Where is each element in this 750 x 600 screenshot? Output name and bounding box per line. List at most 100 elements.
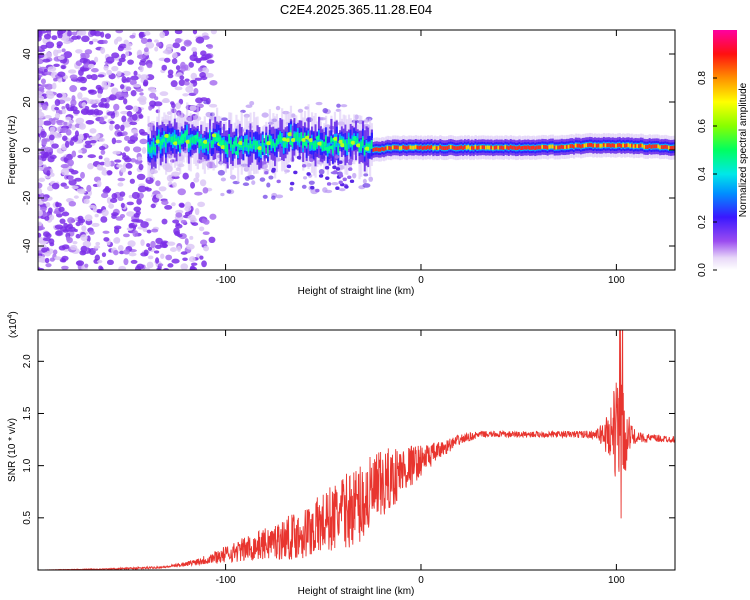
noise-mark (75, 233, 81, 239)
band-mark (321, 140, 324, 151)
noise-mark (81, 35, 90, 43)
noise-mark (106, 259, 114, 266)
noise-mark (275, 194, 284, 199)
band-peak-mark (355, 143, 361, 148)
noise-mark (251, 180, 256, 185)
band-peak-mark (460, 145, 463, 150)
band-mark (344, 140, 347, 150)
noise-mark (121, 76, 127, 84)
band-peak-mark (599, 143, 602, 148)
band-peak-mark (507, 146, 511, 150)
noise-mark (78, 123, 86, 130)
band-mark (306, 172, 311, 176)
band-mark (300, 132, 303, 142)
noise-mark (38, 119, 44, 127)
band-mark (268, 134, 271, 145)
band-mark (347, 175, 352, 180)
noise-mark (69, 85, 78, 93)
band-mark (349, 179, 355, 184)
band-peak-mark (544, 145, 548, 149)
band-peak-mark (390, 146, 393, 151)
band-peak-mark (350, 140, 356, 145)
noise-mark (104, 33, 111, 39)
band-peak-mark (625, 143, 628, 148)
noise-mark (61, 265, 69, 270)
band-peak-mark (551, 144, 555, 149)
noise-mark (70, 99, 77, 107)
noise-mark (205, 72, 214, 78)
noise-mark (112, 150, 121, 155)
noise-mark (117, 182, 124, 187)
noise-mark (63, 51, 73, 59)
noise-mark (53, 249, 58, 255)
band-peak-mark (418, 145, 421, 150)
noise-mark (363, 173, 369, 177)
noise-mark (261, 112, 269, 118)
noise-mark (119, 84, 125, 90)
noise-mark (184, 201, 192, 209)
noise-mark (108, 124, 114, 131)
band-peak-mark (479, 145, 482, 150)
noise-mark (43, 68, 48, 73)
colorbar: 0.0 0.2 0.4 0.6 0.8 Normalized spectral ampl… (697, 30, 749, 277)
noise-mark (49, 257, 55, 262)
noise-mark (184, 238, 189, 246)
noise-mark (126, 211, 135, 217)
noise-mark (93, 99, 101, 104)
band-peak-mark (523, 145, 526, 150)
band-mark (251, 143, 254, 149)
band-peak-mark (414, 145, 417, 149)
band-mark (286, 164, 292, 169)
noise-mark (71, 150, 77, 158)
band-mark (210, 140, 213, 148)
band-mark (261, 139, 264, 147)
noise-mark (188, 82, 194, 89)
band-peak-mark (608, 143, 611, 147)
chart-title: C2E4.2025.365.11.28.E04 (280, 2, 432, 17)
band-peak-mark (218, 141, 224, 146)
band-mark (228, 134, 231, 144)
noise-mark (324, 189, 333, 194)
band-mark (208, 133, 212, 140)
band-peak-mark (439, 144, 442, 149)
noise-mark (113, 237, 121, 244)
noise-mark (179, 203, 185, 208)
noise-mark (101, 80, 107, 88)
noise-mark (57, 30, 67, 34)
band-peak-mark (456, 146, 460, 151)
noise-mark (60, 168, 70, 176)
noise-mark (38, 111, 45, 119)
band-peak-mark (451, 145, 454, 150)
noise-mark (172, 182, 177, 188)
noise-mark (76, 30, 84, 36)
band-peak-mark (513, 145, 516, 150)
noise-mark (108, 203, 115, 209)
noise-mark (103, 187, 112, 193)
noise-mark (163, 57, 171, 63)
noise-mark (123, 146, 131, 152)
noise-mark (110, 197, 118, 203)
noise-mark (123, 98, 128, 105)
band-peak-mark (514, 146, 518, 151)
noise-mark (174, 30, 183, 35)
band-mark (309, 158, 314, 162)
band-mark (262, 160, 267, 165)
noise-mark (149, 100, 157, 107)
band-peak-mark (304, 135, 310, 140)
noise-mark (177, 188, 186, 196)
band-peak-mark (616, 143, 620, 148)
noise-mark (160, 253, 165, 259)
band-peak-mark (398, 146, 402, 151)
band-peak-mark (428, 145, 431, 150)
noise-mark (229, 174, 237, 180)
noise-mark (71, 95, 76, 102)
noise-mark (164, 205, 173, 210)
band-peak-mark (290, 137, 296, 142)
noise-mark (45, 51, 53, 59)
noise-mark (130, 75, 139, 81)
band-peak-mark (155, 139, 161, 144)
noise-mark (203, 219, 210, 225)
band-peak-mark (446, 146, 449, 150)
band-peak-mark (550, 144, 553, 149)
band-peak-mark (653, 144, 657, 149)
